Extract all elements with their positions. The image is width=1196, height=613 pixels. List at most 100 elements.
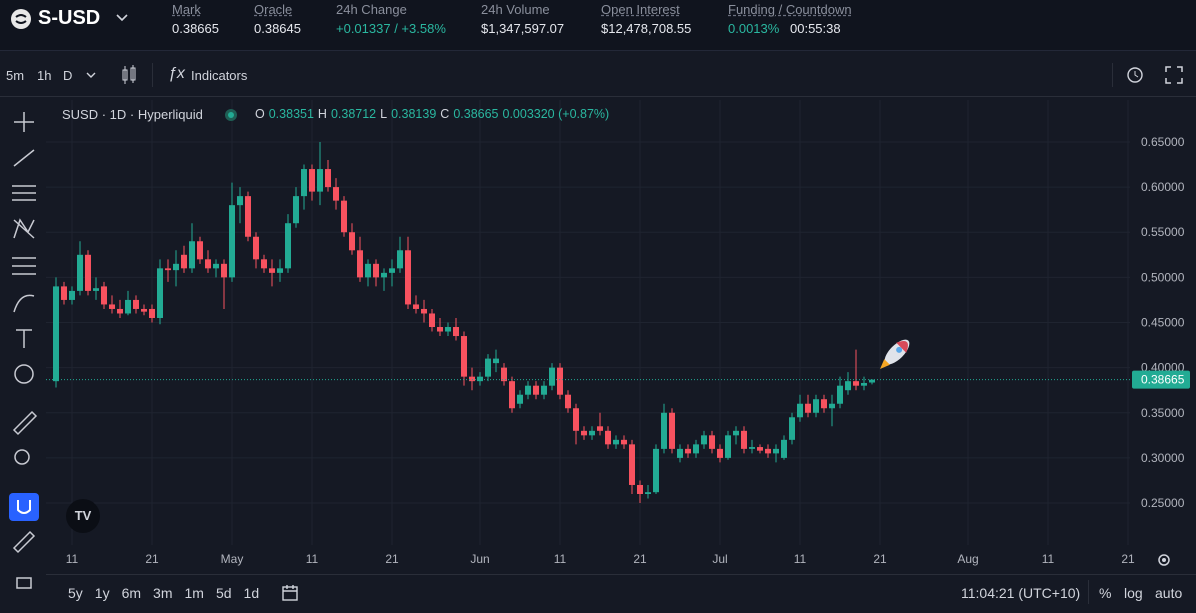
- candle-body: [573, 408, 579, 431]
- candle-body: [285, 223, 291, 269]
- candle-body: [229, 205, 235, 278]
- projection-tool[interactable]: [12, 257, 36, 275]
- lock-tool[interactable]: [16, 577, 32, 589]
- candle-body: [485, 358, 491, 377]
- symbol-dropdown[interactable]: [115, 12, 129, 24]
- candle-body: [757, 447, 763, 451]
- tv-logo-text: TV: [75, 508, 92, 523]
- x-tick-label: 11: [1042, 552, 1055, 566]
- x-tick-label: 21: [633, 552, 647, 566]
- ruler-tool[interactable]: [12, 410, 38, 436]
- fib-tool[interactable]: [12, 185, 36, 201]
- candle-body: [741, 430, 747, 449]
- change-value: 0.003320 (+0.87%): [502, 107, 610, 121]
- candle-body: [477, 376, 483, 382]
- candle-body: [669, 412, 675, 449]
- interval-active[interactable]: D: [63, 68, 73, 83]
- candle-body: [77, 254, 83, 291]
- range-button[interactable]: 5d: [215, 585, 232, 601]
- stat-value: $12,478,708.55: [601, 21, 692, 36]
- ohlc-key: L: [380, 107, 388, 121]
- stat-value: 0.0013%: [728, 21, 780, 36]
- candle-body: [693, 444, 699, 454]
- auto-toggle[interactable]: auto: [1155, 585, 1183, 601]
- stat-label: Oracle: [254, 2, 293, 17]
- candle-body: [165, 268, 171, 271]
- interval[interactable]: 1h: [37, 68, 52, 83]
- candle-body: [797, 403, 803, 418]
- range-button[interactable]: 1y: [94, 585, 110, 601]
- date-range-button[interactable]: [280, 583, 300, 603]
- candle-body: [405, 250, 411, 305]
- candle-body: [789, 417, 795, 440]
- zoom-tool[interactable]: [14, 449, 30, 465]
- candle-body: [349, 232, 355, 251]
- magnet-tool[interactable]: [9, 493, 39, 521]
- stat-label: Mark: [172, 2, 201, 17]
- y-tick-label: 0.55000: [1141, 225, 1185, 239]
- log-toggle[interactable]: log: [1124, 585, 1143, 601]
- y-tick-label: 0.30000: [1141, 451, 1185, 465]
- candle-body: [589, 430, 595, 436]
- candle-body: [365, 263, 371, 278]
- candle-body: [397, 250, 403, 269]
- candle-body: [261, 259, 267, 269]
- candle-body: [373, 263, 379, 278]
- percent-toggle[interactable]: %: [1099, 585, 1112, 601]
- range-button[interactable]: 3m: [153, 585, 173, 601]
- text-tool[interactable]: [16, 329, 32, 348]
- range-button[interactable]: 5y: [68, 585, 83, 601]
- legend-values: O 0.38351 H 0.38712 L 0.38139 C 0.38665 0.00…: [255, 107, 609, 121]
- x-tick-label: Jun: [470, 552, 489, 566]
- replay-button[interactable]: [1126, 65, 1146, 85]
- pencil-lock-tool[interactable]: [12, 530, 36, 554]
- indicators-button[interactable]: Indicators: [191, 68, 248, 83]
- pattern-tool[interactable]: [13, 218, 35, 239]
- candle-body: [61, 286, 67, 300]
- candle-body: [149, 308, 155, 318]
- y-tick-label: 0.65000: [1141, 135, 1185, 149]
- crosshair-tool[interactable]: [14, 112, 34, 132]
- emoji-tool[interactable]: [14, 364, 34, 384]
- candle-body: [341, 200, 347, 233]
- interval[interactable]: 5m: [6, 68, 25, 83]
- separator: [152, 63, 153, 87]
- candle-body: [861, 382, 867, 386]
- candle-body: [605, 430, 611, 445]
- candle-body: [773, 448, 779, 454]
- symbol[interactable]: S-USD: [38, 7, 101, 29]
- ohlc-key: O: [255, 107, 265, 121]
- candle-body: [821, 399, 827, 409]
- x-tick-label: Jul: [712, 552, 727, 566]
- range-button[interactable]: 6m: [121, 585, 142, 601]
- stat-label: Funding / Countdown: [728, 2, 852, 17]
- trendline-tool[interactable]: [13, 149, 35, 167]
- brush-tool[interactable]: [13, 294, 35, 313]
- candle-body: [701, 435, 707, 445]
- candle-body: [293, 196, 299, 224]
- magnet-icon: [17, 500, 31, 514]
- y-tick-label: 0.60000: [1141, 180, 1185, 194]
- candle-body: [109, 304, 115, 309]
- candle-body: [869, 379, 875, 383]
- range-button[interactable]: 1m: [184, 585, 204, 601]
- divider: [46, 574, 1196, 575]
- fullscreen-button[interactable]: [1164, 65, 1184, 85]
- x-tick-label: 11: [66, 552, 79, 566]
- candle-body: [93, 288, 99, 291]
- x-tick-label: 11: [306, 552, 319, 566]
- candle-body: [805, 403, 811, 413]
- candle-body: [677, 448, 683, 458]
- candle-body: [509, 381, 515, 409]
- candle-body: [549, 367, 555, 386]
- settings-button[interactable]: [1158, 554, 1170, 566]
- candle-body: [461, 336, 467, 377]
- candle-body: [133, 299, 139, 309]
- interval-dropdown[interactable]: [85, 70, 97, 80]
- ohlc-key: C: [440, 107, 450, 121]
- chart-type-button[interactable]: [120, 65, 138, 85]
- range-button[interactable]: 1d: [243, 585, 260, 601]
- candle-body: [781, 439, 787, 458]
- candle-body: [661, 412, 667, 449]
- candle-body: [637, 484, 643, 495]
